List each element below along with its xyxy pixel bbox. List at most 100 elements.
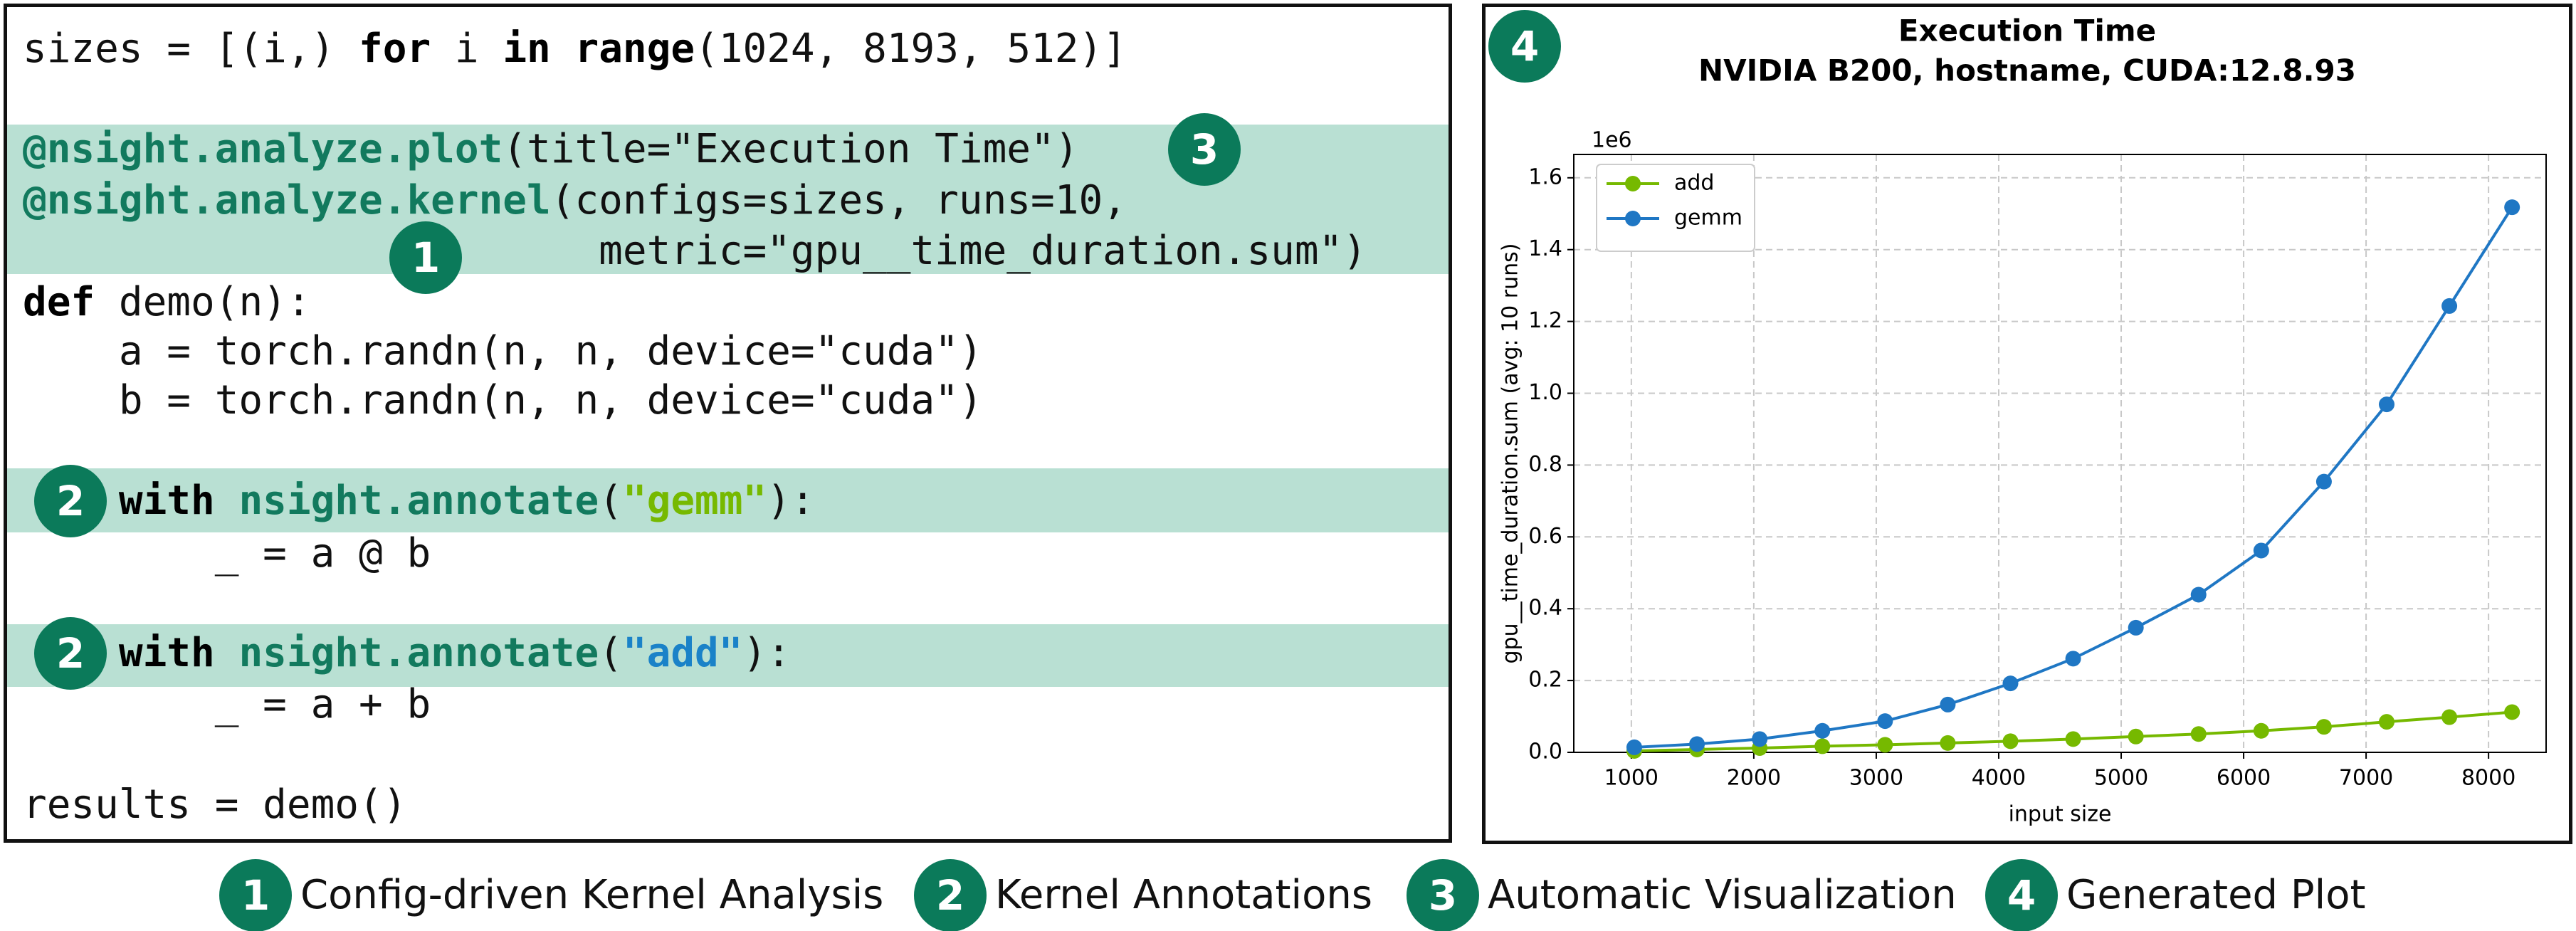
code-line: with nsight.annotate("gemm"):	[23, 476, 815, 526]
code-token: (1024, 8193, 512)]	[695, 26, 1127, 72]
data-point	[2128, 619, 2144, 636]
data-point	[1877, 713, 1893, 730]
plot-frame	[1573, 154, 2547, 753]
code-token: ):	[767, 478, 815, 524]
data-point	[2504, 199, 2520, 216]
code-token: sizes = [(i,)	[23, 26, 359, 72]
data-point	[2315, 473, 2332, 490]
code-token: for	[359, 26, 431, 72]
code-token: metric="gpu__time_duration.sum")	[599, 228, 1367, 274]
data-point	[1626, 739, 1642, 755]
code-line: metric="gpu__time_duration.sum")	[23, 226, 1367, 276]
code-line: _ = a + b	[23, 680, 431, 730]
code-line: b = torch.randn(n, n, device="cuda")	[23, 376, 983, 426]
code-line: @nsight.analyze.kernel(configs=sizes, ru…	[23, 176, 1127, 226]
code-token: range	[574, 26, 695, 72]
caption-text: Kernel Annotations	[995, 872, 1373, 918]
y-tick-label: 1.0	[1528, 380, 1562, 405]
code-token: "gemm"	[622, 478, 767, 524]
y-offset-label: 1e6	[1592, 128, 1632, 153]
code-token: (title="Execution Time")	[503, 126, 1079, 172]
y-tick-label: 1.6	[1528, 164, 1562, 189]
data-point	[2190, 587, 2207, 603]
x-tick-label: 7000	[2339, 766, 2393, 791]
highlight	[4, 624, 1452, 687]
code-token: with	[118, 478, 215, 524]
code-token: ):	[742, 630, 791, 676]
x-axis-label: input size	[2009, 802, 2112, 827]
code-token: demo(n):	[95, 279, 311, 325]
code-line: a = torch.randn(n, n, device="cuda")	[23, 327, 983, 377]
x-tick-label: 8000	[2461, 766, 2515, 791]
data-point	[2441, 298, 2458, 314]
code-line: def demo(n):	[23, 278, 311, 327]
code-line: @nsight.analyze.plot(title="Execution Ti…	[23, 125, 1078, 174]
data-point	[1752, 731, 1768, 747]
x-tick-label: 4000	[1972, 766, 2026, 791]
code-line: sizes = [(i,) for i in range(1024, 8193,…	[23, 24, 1127, 74]
caption-text: Automatic Visualization	[1488, 872, 1957, 918]
code-line: with nsight.annotate("add"):	[23, 628, 791, 678]
code-token: with	[118, 630, 215, 676]
x-tick-label: 2000	[1727, 766, 1781, 791]
caption-text: Config-driven Kernel Analysis	[300, 872, 884, 918]
code-token: _ = a + b	[214, 681, 431, 727]
data-point	[2065, 731, 2081, 747]
caption-badge: 3	[1407, 859, 1479, 931]
callout-badge: 2	[34, 617, 107, 690]
callout-badge: 3	[1168, 113, 1241, 186]
code-token: nsight.annotate	[238, 478, 599, 524]
code-token: "add"	[622, 630, 743, 676]
code-token: results = demo()	[23, 782, 407, 828]
data-point	[2002, 733, 2019, 749]
data-point	[1940, 735, 1956, 751]
x-tick-label: 1000	[1604, 766, 1658, 791]
chart-title: Execution Time	[1898, 14, 2156, 48]
code-token: in	[503, 26, 551, 72]
code-token: (	[599, 630, 623, 676]
data-point	[2379, 714, 2395, 730]
caption-text: Generated Plot	[2066, 872, 2366, 918]
code-token: a = torch.randn(n, n, device="cuda")	[118, 328, 983, 374]
code-token: nsight.annotate	[238, 630, 599, 676]
data-point	[1814, 722, 1831, 739]
code-token: @nsight.analyze.plot	[23, 126, 503, 172]
callout-badge: 2	[34, 465, 107, 537]
legend-marker	[1625, 176, 1641, 191]
caption-badge: 4	[1985, 859, 2058, 931]
data-point	[2065, 651, 2081, 667]
code-token: b = torch.randn(n, n, device="cuda")	[118, 377, 983, 424]
data-point	[2315, 719, 2332, 735]
data-point	[2128, 728, 2144, 745]
y-tick-label: 0.6	[1528, 524, 1562, 549]
highlight	[4, 468, 1452, 532]
code-token: (	[599, 478, 623, 524]
y-tick-label: 0.4	[1528, 596, 1562, 621]
code-token: def	[23, 279, 95, 325]
y-tick-label: 0.2	[1528, 668, 1562, 693]
x-tick-label: 5000	[2094, 766, 2148, 791]
code-panel	[4, 4, 1452, 843]
x-tick-label: 6000	[2217, 766, 2271, 791]
legend-label: add	[1674, 171, 1714, 196]
data-point	[2379, 396, 2395, 413]
data-point	[1814, 738, 1831, 754]
data-point	[1877, 737, 1893, 753]
data-point	[1689, 736, 1705, 752]
data-point	[2504, 704, 2520, 720]
y-tick-label: 0.8	[1528, 452, 1562, 477]
caption-badge: 1	[219, 859, 292, 931]
code-line: results = demo()	[23, 780, 406, 830]
chart-subtitle: NVIDIA B200, hostname, CUDA:12.8.93	[1698, 53, 2356, 88]
y-tick-label: 1.2	[1528, 308, 1562, 333]
code-line: _ = a @ b	[23, 529, 431, 579]
data-point	[2190, 726, 2207, 742]
code-token: (configs=sizes, runs=10,	[550, 177, 1127, 223]
code-token: @nsight.analyze.kernel	[23, 177, 551, 223]
data-point	[2002, 675, 2019, 692]
x-tick-label: 3000	[1849, 766, 1903, 791]
callout-badge: 1	[389, 221, 462, 294]
plot-panel	[1482, 4, 2572, 844]
data-point	[2253, 722, 2269, 739]
